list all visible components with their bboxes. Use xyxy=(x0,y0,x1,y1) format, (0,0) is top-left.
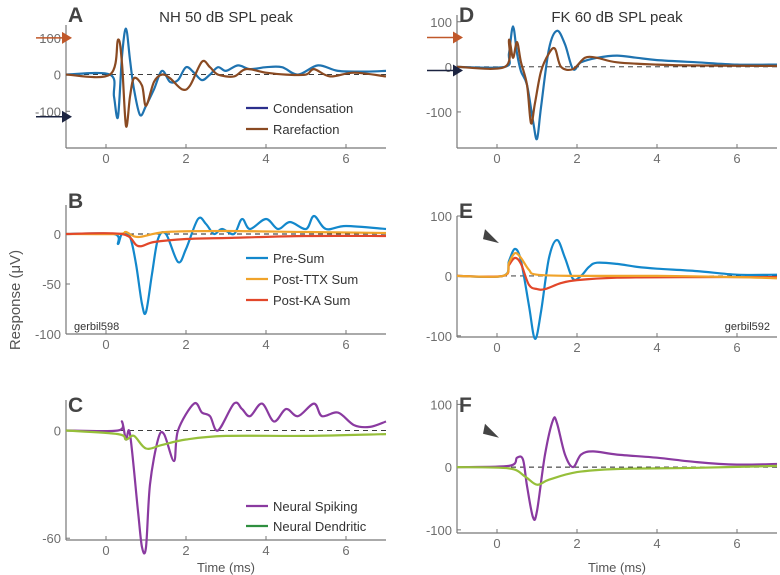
panel-letter: D xyxy=(459,4,474,27)
x-tick-label: 0 xyxy=(493,536,500,551)
y-tick-label: -50 xyxy=(42,277,61,292)
y-tick-label: 0 xyxy=(54,68,61,83)
x-tick-label: 2 xyxy=(182,151,189,166)
legend: Condensation Rarefaction xyxy=(246,101,353,137)
x-tick-label: 6 xyxy=(733,536,740,551)
arrowhead-marker-icon xyxy=(483,229,499,244)
series-line-post-ka-sum xyxy=(65,232,387,248)
y-tick-label: 100 xyxy=(430,209,452,224)
series-line-post-ttx-sum xyxy=(456,251,778,280)
panel-letter: C xyxy=(68,394,83,417)
y-tick-label: -100 xyxy=(35,104,61,119)
polarity-arrow-icon xyxy=(62,31,72,44)
legend-label: Rarefaction xyxy=(273,122,339,137)
y-tick-label: -100 xyxy=(426,105,452,120)
y-tick-label: -100 xyxy=(35,327,61,342)
x-tick-label: 0 xyxy=(493,151,500,166)
panel-d: 0 2 4 6 100 0 -100 D FK 60 dB SPL peak xyxy=(426,4,778,166)
x-tick-label: 2 xyxy=(182,337,189,352)
panel-f: 0 2 4 6 100 0 -100 F xyxy=(426,394,778,551)
x-tick-label: 4 xyxy=(653,340,660,355)
y-tick-label: 0 xyxy=(54,227,61,242)
series-line-neural-spiking xyxy=(65,401,387,555)
x-axis-label-right: Time (ms) xyxy=(588,560,646,575)
y-tick-label: -60 xyxy=(42,531,61,546)
panel-letter: E xyxy=(459,200,473,223)
panel-letter: B xyxy=(68,190,83,213)
x-tick-label: 0 xyxy=(102,543,109,558)
y-axis-label: Response (μV) xyxy=(7,250,24,350)
y-tick-label: -100 xyxy=(426,329,452,344)
x-tick-label: 4 xyxy=(653,151,660,166)
series-line-pre-sum xyxy=(65,214,387,316)
y-tick-label: 100 xyxy=(430,397,452,412)
y-tick-label: -100 xyxy=(426,523,452,538)
x-tick-label: 6 xyxy=(733,340,740,355)
x-tick-label: 2 xyxy=(573,340,580,355)
y-tick-label: 0 xyxy=(445,460,452,475)
x-tick-label: 4 xyxy=(262,543,269,558)
legend-label: Neural Spiking xyxy=(273,499,358,514)
y-tick-label: 0 xyxy=(445,60,452,75)
x-tick-label: 0 xyxy=(102,337,109,352)
x-tick-label: 0 xyxy=(102,151,109,166)
series-line-neural-dendritic xyxy=(65,429,387,450)
animal-id-label: gerbil598 xyxy=(74,321,119,333)
polarity-arrow-icon xyxy=(453,64,463,77)
panel-letter: A xyxy=(68,4,83,27)
x-tick-label: 4 xyxy=(262,151,269,166)
polarity-arrow-icon xyxy=(62,110,72,123)
x-tick-label: 2 xyxy=(182,543,189,558)
y-tick-label: 0 xyxy=(445,269,452,284)
x-tick-label: 2 xyxy=(573,536,580,551)
y-tick-label: 100 xyxy=(430,15,452,30)
x-tick-label: 6 xyxy=(342,543,349,558)
arrowhead-marker-icon xyxy=(483,423,499,438)
x-tick-label: 6 xyxy=(342,337,349,352)
x-axis-label-left: Time (ms) xyxy=(197,560,255,575)
x-tick-label: 4 xyxy=(653,536,660,551)
series-line-condensation xyxy=(456,25,778,141)
legend-label: Condensation xyxy=(273,101,353,116)
x-tick-label: 6 xyxy=(342,151,349,166)
panel-title: FK 60 dB SPL peak xyxy=(551,9,683,26)
series-line-rarefaction xyxy=(65,38,387,128)
series-line-rarefaction xyxy=(456,38,778,125)
panel-title: NH 50 dB SPL peak xyxy=(159,9,293,26)
series-line-neural-spiking xyxy=(456,416,778,522)
legend-label: Pre-Sum xyxy=(273,251,324,266)
legend: Pre-Sum Post-TTX Sum Post-KA Sum xyxy=(246,251,358,308)
y-tick-label: 0 xyxy=(54,424,61,439)
panel-c: 0 2 4 6 0 -60 C Neural Spiking Neural Dendritic xyxy=(42,394,387,558)
x-tick-label: 0 xyxy=(493,340,500,355)
legend-label: Post-KA Sum xyxy=(273,293,350,308)
series-line-neural-dendritic xyxy=(456,464,778,486)
legend: Neural Spiking Neural Dendritic xyxy=(246,499,367,534)
series-line-condensation xyxy=(65,27,387,120)
x-tick-label: 4 xyxy=(262,337,269,352)
series-line-pre-sum xyxy=(456,238,778,340)
polarity-arrow-icon xyxy=(453,31,463,44)
x-tick-label: 2 xyxy=(573,151,580,166)
panel-letter: F xyxy=(459,394,472,417)
legend-label: Post-TTX Sum xyxy=(273,272,358,287)
x-tick-label: 6 xyxy=(733,151,740,166)
animal-id-label: gerbil592 xyxy=(725,321,770,333)
legend-label: Neural Dendritic xyxy=(273,519,367,534)
